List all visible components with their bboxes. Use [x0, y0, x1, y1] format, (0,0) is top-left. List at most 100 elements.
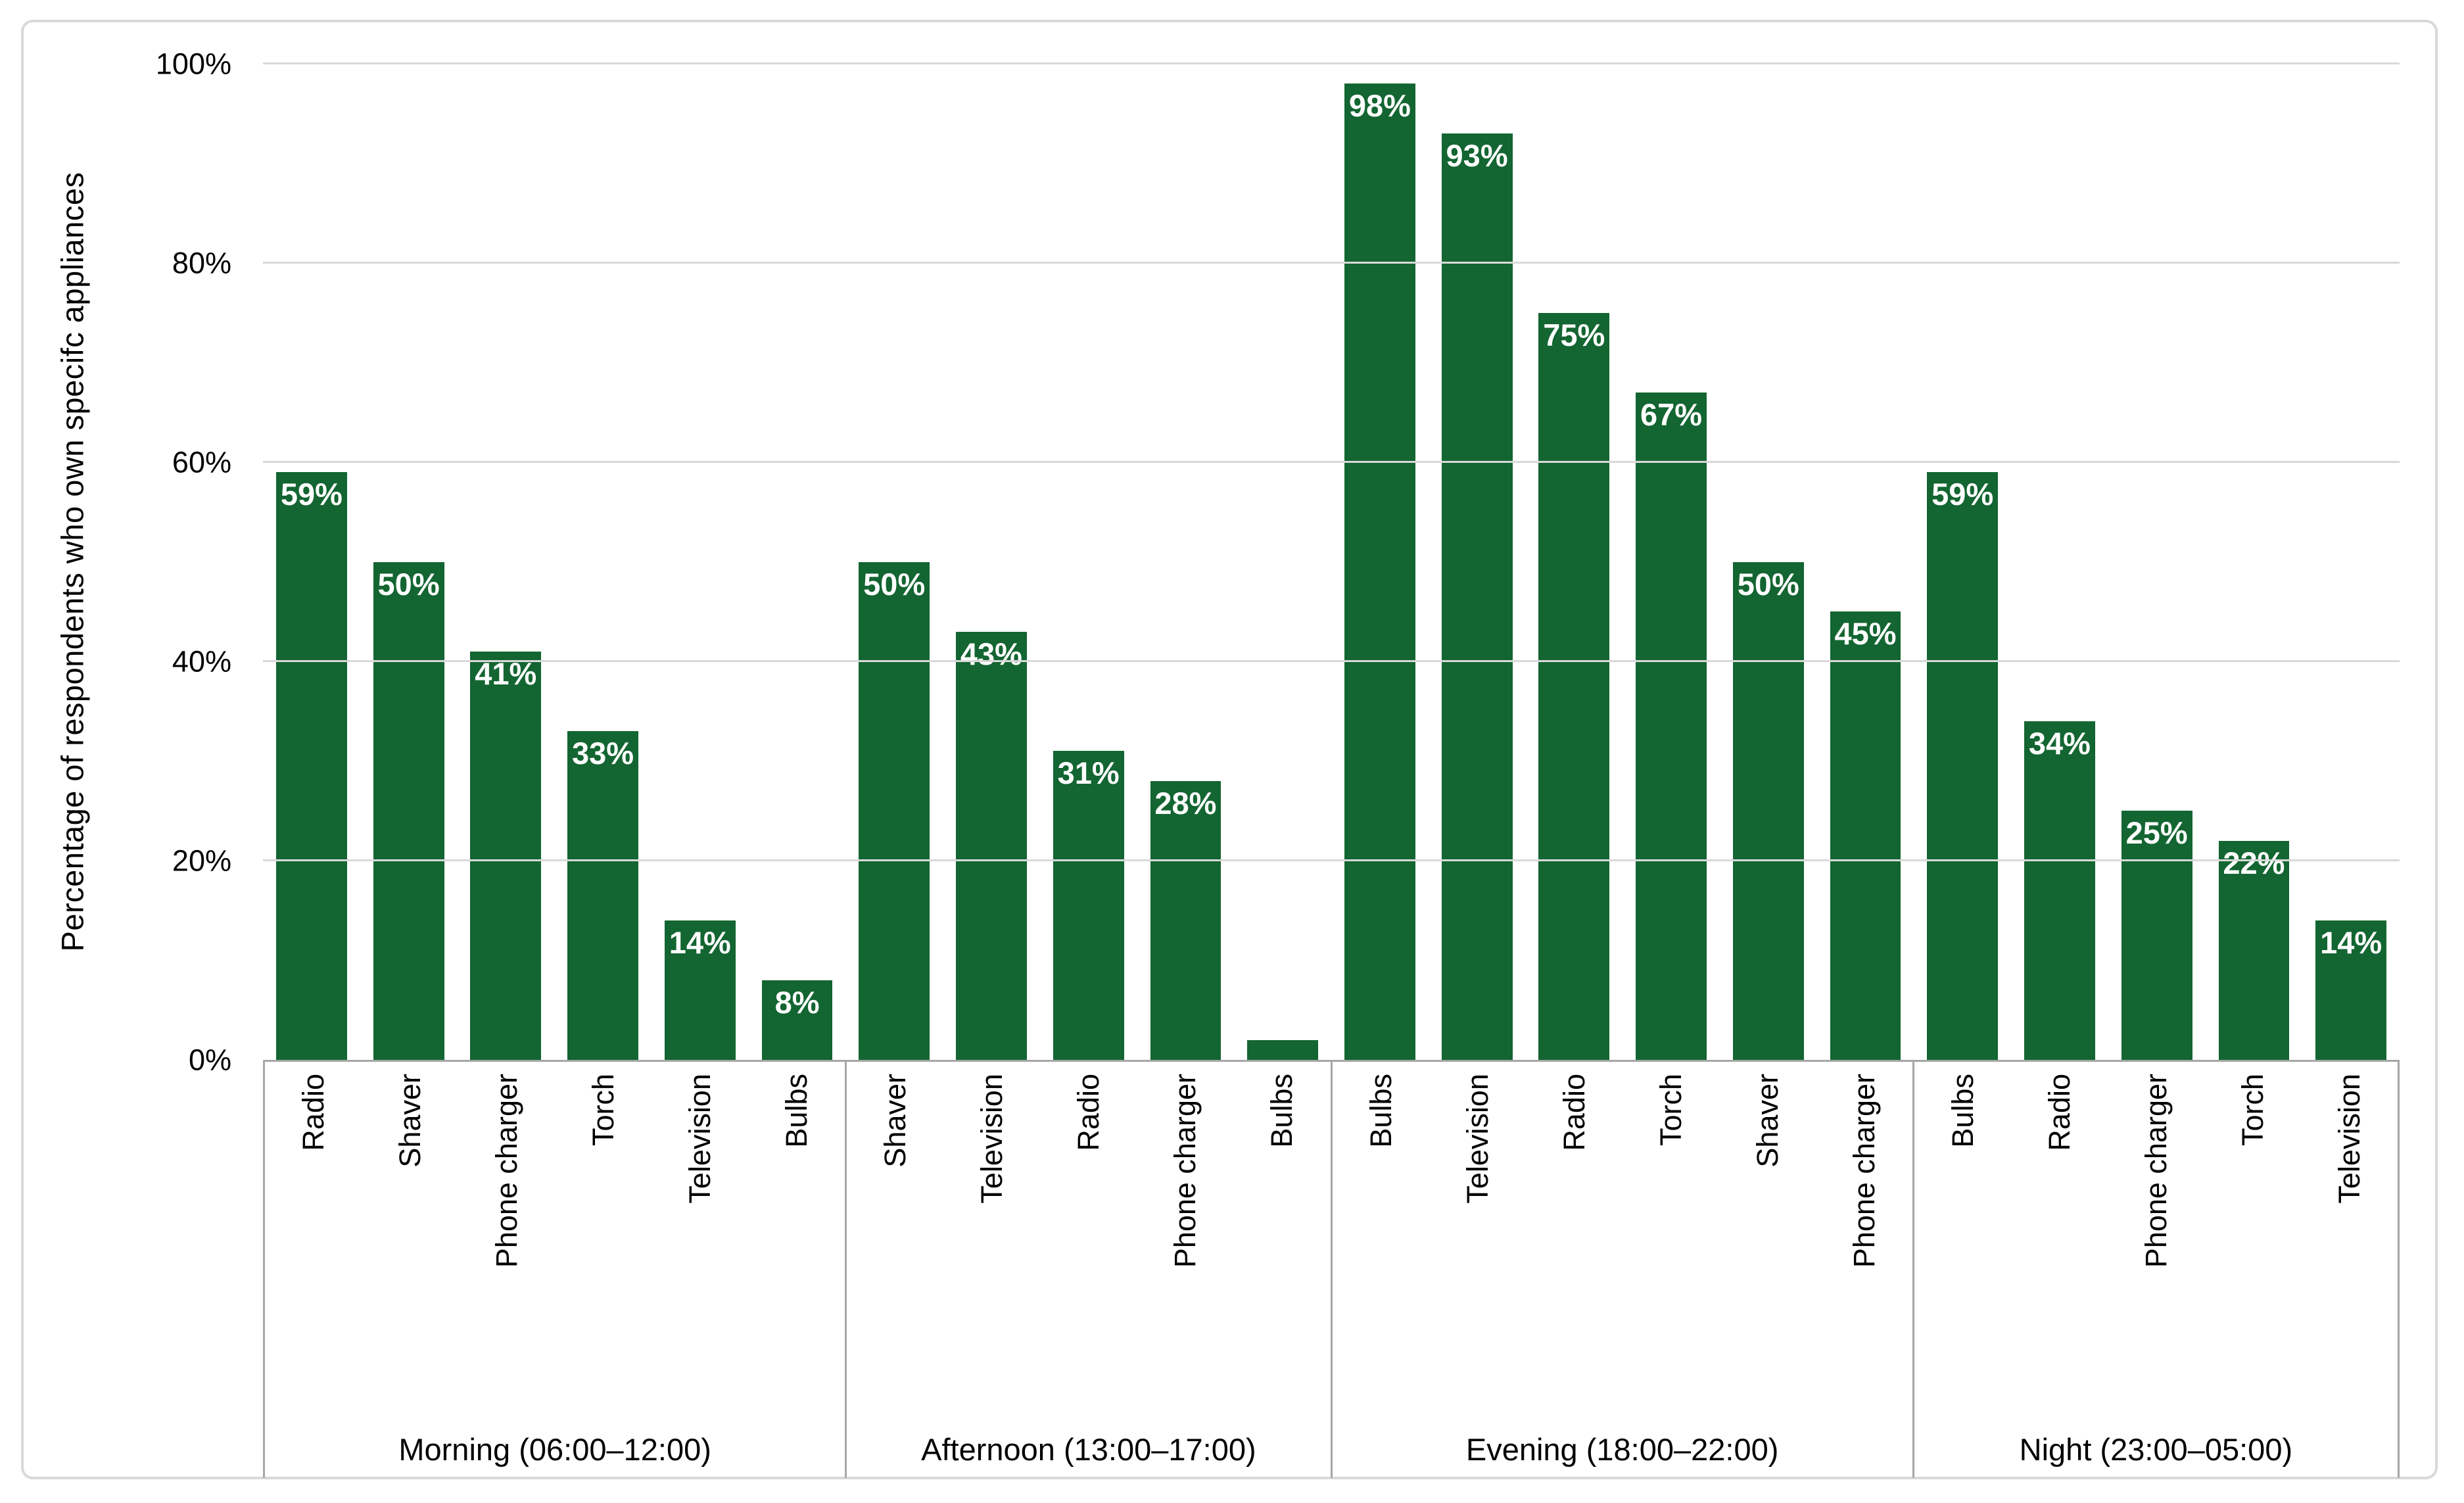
bar-slot-television: 14% — [652, 64, 749, 1060]
category-cell: Torch — [555, 1062, 652, 1368]
category-label-bulbs: Bulbs — [1363, 1074, 1398, 1148]
category-label-television: Television — [975, 1074, 1009, 1204]
gridline-20% — [263, 859, 2400, 861]
category-label-phone-charger: Phone charger — [490, 1074, 524, 1268]
bar-slot-radio: 34% — [2011, 64, 2108, 1060]
group-label-0: Morning (06:00–12:00) — [398, 1432, 711, 1467]
category-label-shaver: Shaver — [878, 1074, 912, 1168]
bar-value-label: 59% — [280, 477, 343, 512]
bar-radio: 31% — [1053, 751, 1124, 1060]
axis-group-2: Bulbs Television Radio Torch Shaver Phone cha… — [1333, 1062, 1914, 1478]
category-label-bulbs: Bulbs — [780, 1074, 814, 1148]
category-cell: Bulbs — [1233, 1062, 1330, 1368]
y-tick-label-100%: 100% — [155, 47, 231, 81]
bar-value-label: 33% — [572, 736, 634, 771]
bar-slot-bulbs — [1234, 64, 1331, 1060]
y-tick-label-20%: 20% — [172, 844, 231, 878]
bar-slot-radio: 59% — [263, 64, 360, 1060]
bar-group-2: 98% 93% 75% 67% 50% 45% — [1331, 64, 1914, 1060]
bar-slot-torch: 33% — [554, 64, 652, 1060]
category-cell: Shaver — [847, 1062, 943, 1368]
bar-bulbs: 98% — [1344, 84, 1415, 1060]
bar-slot-phone-charger: 28% — [1137, 64, 1235, 1060]
axis-group-0: Radio Shaver Phone charger Torch Television B… — [263, 1062, 847, 1478]
bar-value-label: 67% — [1640, 396, 1703, 432]
bar-value-label: 98% — [1348, 88, 1411, 124]
axis-group-1: Shaver Television Radio Phone charger Bulbs A… — [847, 1062, 1333, 1478]
category-cell: Radio — [265, 1062, 362, 1368]
bar-phone-charger: 41% — [470, 651, 542, 1060]
bar-television: 14% — [664, 920, 736, 1060]
category-label-torch: Torch — [586, 1074, 621, 1147]
category-cell: Torch — [1623, 1062, 1719, 1368]
bar-value-label: 31% — [1057, 755, 1120, 791]
category-label-shaver: Shaver — [1750, 1074, 1784, 1168]
bar-value-label: 14% — [669, 924, 731, 960]
category-label-torch: Torch — [2235, 1074, 2269, 1147]
bar-phone-charger: 25% — [2121, 811, 2192, 1060]
bar-value-label: 93% — [1446, 138, 1508, 174]
bar-value-label: 41% — [475, 656, 537, 691]
group-label-2: Evening (18:00–22:00) — [1465, 1432, 1779, 1467]
category-cell: Phone charger — [2108, 1062, 2204, 1368]
bar-phone-charger: 45% — [1830, 611, 1901, 1060]
bar-value-label: 8% — [774, 984, 820, 1020]
bar-shaver: 50% — [1732, 561, 1804, 1060]
bar-slot-phone-charger: 25% — [2108, 64, 2206, 1060]
bar-group-3: 59% 34% 25% 22% 14% — [1914, 64, 2400, 1060]
gridline-60% — [263, 461, 2400, 463]
category-cell: Television — [1429, 1062, 1526, 1368]
category-label-row: Radio Shaver Phone charger Torch Television B… — [265, 1062, 845, 1368]
bar-value-label: 59% — [1931, 477, 1994, 512]
category-cell: Radio — [1040, 1062, 1137, 1368]
bar-slot-torch: 67% — [1623, 64, 1720, 1060]
category-cell: Television — [652, 1062, 748, 1368]
bar-slot-shaver: 50% — [360, 64, 458, 1060]
bar-slot-bulbs: 59% — [1914, 64, 2011, 1060]
bar-value-label: 50% — [863, 566, 926, 602]
bar-radio: 75% — [1538, 312, 1610, 1060]
bar-phone-charger: 28% — [1150, 780, 1221, 1060]
bar-television: 43% — [956, 631, 1027, 1060]
bar-value-label: 22% — [2223, 845, 2285, 880]
category-cell: Phone charger — [1816, 1062, 1912, 1368]
category-label-radio: Radio — [1072, 1074, 1106, 1151]
y-tick-label-80%: 80% — [172, 246, 231, 280]
category-cell: Bulbs — [1333, 1062, 1429, 1368]
category-cell: Phone charger — [458, 1062, 555, 1368]
bar-slot-radio: 75% — [1525, 64, 1623, 1060]
category-label-television: Television — [2332, 1074, 2366, 1204]
y-tick-label-60%: 60% — [172, 445, 231, 479]
group-label-1: Afternoon (13:00–17:00) — [921, 1432, 1256, 1467]
group-label-3: Night (23:00–05:00) — [2019, 1432, 2293, 1467]
bar-television: 14% — [2315, 920, 2387, 1060]
category-cell: Shaver — [1719, 1062, 1816, 1368]
bar-value-label: 50% — [377, 566, 440, 602]
gridline-40% — [263, 660, 2400, 662]
bar-television: 93% — [1441, 133, 1513, 1060]
category-label-torch: Torch — [1653, 1074, 1688, 1147]
plot-area: 59% 50% 41% 33% 14% 8% 50% 43% 31% 28% 98% 93% 75% 67… — [263, 62, 2400, 1060]
bar-value-label: 50% — [1737, 566, 1799, 602]
y-tick-label-0%: 0% — [188, 1043, 231, 1077]
bar-slot-shaver: 50% — [1720, 64, 1817, 1060]
bar-radio: 34% — [2024, 721, 2095, 1060]
category-label-television: Television — [1460, 1074, 1494, 1204]
category-label-radio: Radio — [2042, 1074, 2076, 1151]
bar-bulbs: 59% — [1927, 472, 1999, 1060]
bar-value-label: 28% — [1154, 785, 1217, 821]
gridline-100% — [263, 62, 2400, 64]
category-cell: Bulbs — [1914, 1062, 2011, 1368]
bar-slot-shaver: 50% — [845, 64, 943, 1060]
category-cell: Radio — [1526, 1062, 1623, 1368]
category-label-phone-charger: Phone charger — [2139, 1074, 2173, 1268]
group-label-row: Morning (06:00–12:00) — [265, 1368, 845, 1478]
bar-value-label: 45% — [1834, 616, 1897, 652]
bar-bulbs: 8% — [761, 980, 833, 1060]
y-axis-tick-labels: 0% 20% 40% 60% 80% 100% — [0, 49, 231, 1075]
bar-value-label: 34% — [2028, 725, 2091, 761]
bar-torch: 22% — [2218, 840, 2290, 1060]
bar-bulbs — [1247, 1039, 1319, 1060]
bar-value-label: 14% — [2320, 924, 2382, 960]
y-tick-label-40%: 40% — [172, 644, 231, 679]
